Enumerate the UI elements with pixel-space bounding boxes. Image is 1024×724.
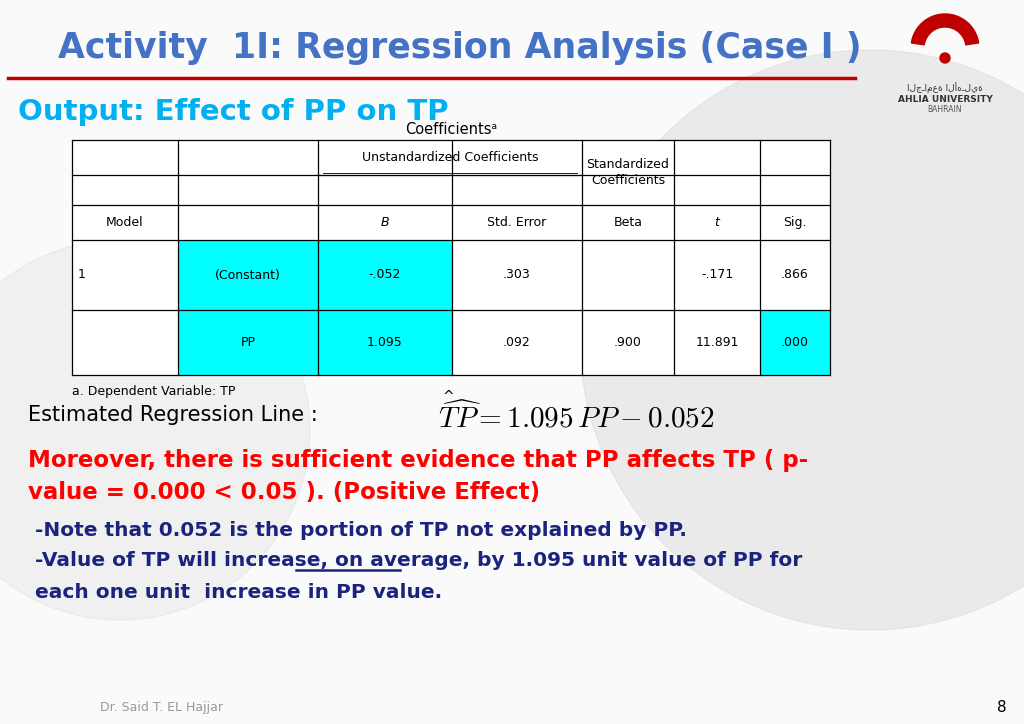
Text: 11.891: 11.891 bbox=[695, 336, 738, 349]
Text: $\widehat{TP}=1.095\,PP-0.052$: $\widehat{TP}=1.095\,PP-0.052$ bbox=[438, 400, 715, 433]
Text: Estimated Regression Line :: Estimated Regression Line : bbox=[28, 405, 325, 425]
Text: (Constant): (Constant) bbox=[215, 269, 281, 282]
Bar bbox=[72, 140, 830, 375]
Text: each one unit  increase in PP value.: each one unit increase in PP value. bbox=[28, 583, 442, 602]
Polygon shape bbox=[911, 14, 979, 45]
Text: a. Dependent Variable: TP: a. Dependent Variable: TP bbox=[72, 384, 236, 397]
Text: .866: .866 bbox=[781, 269, 809, 282]
Text: Unstandardized Coefficients: Unstandardized Coefficients bbox=[361, 151, 539, 164]
Text: Activity  1I: Regression Analysis (Case I ): Activity 1I: Regression Analysis (Case I… bbox=[58, 31, 862, 65]
Text: 8: 8 bbox=[997, 701, 1007, 715]
Text: Standardized
Coefficients: Standardized Coefficients bbox=[587, 158, 670, 188]
Bar bbox=[178, 240, 318, 310]
Text: BAHRAIN: BAHRAIN bbox=[928, 104, 963, 114]
Text: Sig.: Sig. bbox=[783, 216, 807, 229]
Text: 1.095: 1.095 bbox=[368, 336, 402, 349]
Bar bbox=[178, 310, 318, 375]
Text: Coefficientsᵃ: Coefficientsᵃ bbox=[404, 122, 497, 138]
Circle shape bbox=[580, 50, 1024, 630]
Text: Std. Error: Std. Error bbox=[487, 216, 547, 229]
Bar bbox=[318, 240, 452, 310]
Bar bbox=[760, 310, 830, 375]
Text: ^: ^ bbox=[442, 390, 454, 404]
Text: 1: 1 bbox=[78, 269, 86, 282]
Text: -.052: -.052 bbox=[369, 269, 401, 282]
Text: .303: .303 bbox=[503, 269, 530, 282]
Circle shape bbox=[940, 53, 950, 63]
Text: AHLIA UNIVERSITY: AHLIA UNIVERSITY bbox=[898, 95, 992, 104]
Text: PP: PP bbox=[241, 336, 256, 349]
Text: Model: Model bbox=[106, 216, 143, 229]
Text: .900: .900 bbox=[614, 336, 642, 349]
Text: -Value of TP will increase, on average, by 1.095 unit value of PP for: -Value of TP will increase, on average, … bbox=[28, 550, 802, 570]
Text: الجـامعة الأهـلية: الجـامعة الأهـلية bbox=[907, 83, 983, 93]
Text: Moreover, there is sufficient evidence that PP affects TP ( p-: Moreover, there is sufficient evidence t… bbox=[28, 448, 808, 471]
Text: .092: .092 bbox=[503, 336, 530, 349]
Text: .000: .000 bbox=[781, 336, 809, 349]
Text: value = 0.000 < 0.05 ). (Positive Effect): value = 0.000 < 0.05 ). (Positive Effect… bbox=[28, 481, 540, 503]
Text: Output: Effect of PP on TP: Output: Effect of PP on TP bbox=[18, 98, 449, 126]
Circle shape bbox=[0, 240, 310, 620]
Circle shape bbox=[580, 50, 1024, 630]
Text: t: t bbox=[715, 216, 720, 229]
Text: B: B bbox=[381, 216, 389, 229]
Text: -Note that 0.052 is the portion of TP not explained by PP.: -Note that 0.052 is the portion of TP no… bbox=[28, 521, 687, 539]
Text: Beta: Beta bbox=[613, 216, 642, 229]
Text: -.171: -.171 bbox=[700, 269, 733, 282]
Circle shape bbox=[0, 240, 310, 620]
Text: Dr. Said T. EL Hajjar: Dr. Said T. EL Hajjar bbox=[100, 702, 223, 715]
Bar bbox=[318, 310, 452, 375]
